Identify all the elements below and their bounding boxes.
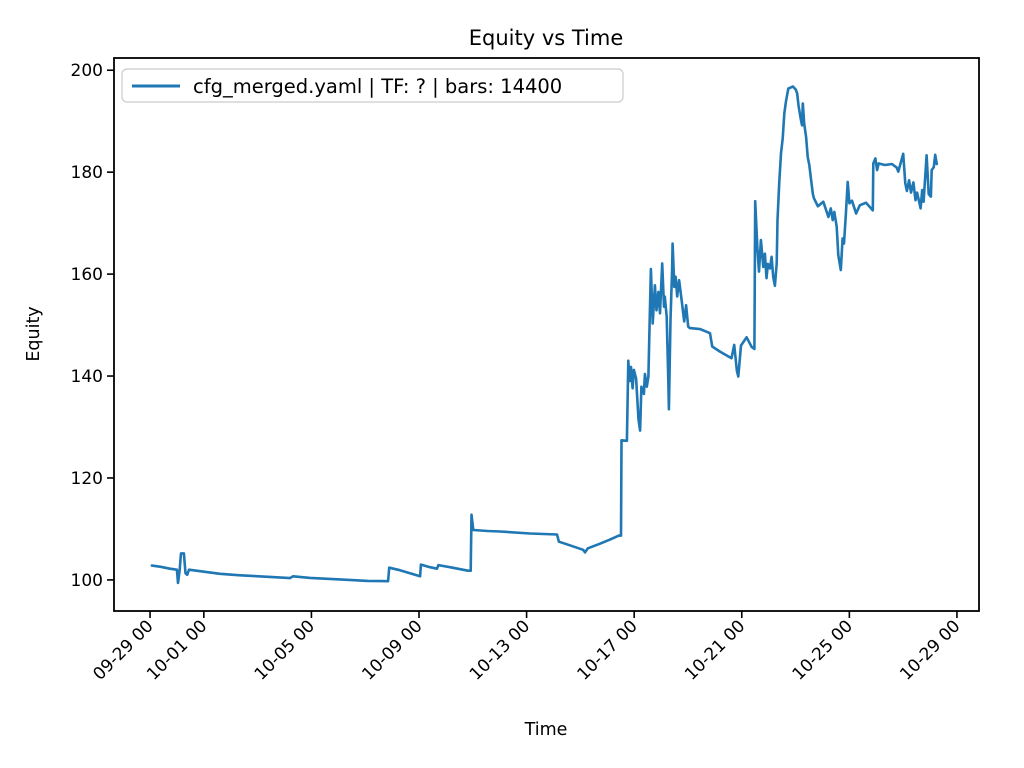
- x-tick-label: 10-17 00: [574, 616, 642, 684]
- equity-series-line: [150, 85, 939, 585]
- x-tick-label: 10-13 00: [466, 616, 534, 684]
- legend-label: cfg_merged.yaml | TF: ? | bars: 14400: [193, 75, 562, 98]
- y-tick-label: 160: [71, 265, 103, 285]
- x-tick-label: 10-05 00: [251, 616, 319, 684]
- y-tick-label: 200: [71, 61, 103, 81]
- y-tick-label: 120: [71, 469, 103, 489]
- x-tick-label: 10-29 00: [896, 616, 964, 684]
- x-tick-label: 10-21 00: [681, 616, 749, 684]
- y-axis-label: Equity: [24, 306, 44, 361]
- chart-title: Equity vs Time: [469, 26, 624, 50]
- y-axis-ticks: 100 120 140 160 180 200: [71, 61, 114, 591]
- x-tick-label: 10-09 00: [358, 616, 426, 684]
- y-tick-label: 100: [71, 571, 103, 591]
- x-axis-label: Time: [524, 720, 568, 740]
- x-tick-label: 10-25 00: [789, 616, 857, 684]
- series-group: [150, 85, 939, 585]
- y-tick-label: 180: [71, 163, 103, 183]
- legend-box: [121, 68, 624, 103]
- plot-area: [113, 57, 980, 612]
- y-tick-label: 140: [71, 367, 103, 387]
- legend: cfg_merged.yaml | TF: ? | bars: 14400: [121, 68, 624, 103]
